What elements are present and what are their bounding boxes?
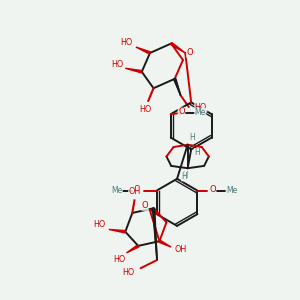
Text: H: H	[182, 171, 188, 180]
Text: O: O	[187, 48, 193, 57]
Text: HO: HO	[123, 268, 135, 278]
Text: HO: HO	[113, 256, 125, 265]
Text: Me: Me	[195, 108, 206, 117]
Polygon shape	[136, 47, 151, 54]
Text: O: O	[142, 201, 148, 210]
Text: H: H	[194, 148, 200, 158]
Text: HO: HO	[93, 220, 106, 229]
Text: HO: HO	[195, 103, 207, 112]
Polygon shape	[159, 240, 171, 247]
Text: Me: Me	[111, 186, 122, 195]
Text: OH: OH	[175, 245, 187, 254]
Polygon shape	[109, 230, 125, 233]
Polygon shape	[127, 245, 139, 253]
Text: Me: Me	[226, 186, 237, 195]
Text: O: O	[134, 185, 140, 194]
Text: O: O	[178, 107, 185, 116]
Text: H: H	[190, 133, 195, 142]
Text: HO: HO	[139, 105, 152, 114]
Text: HO: HO	[120, 38, 133, 47]
Polygon shape	[125, 68, 142, 73]
Text: OH: OH	[129, 187, 141, 196]
Text: O: O	[209, 185, 216, 194]
Text: HO: HO	[111, 60, 123, 69]
Polygon shape	[152, 208, 157, 260]
Polygon shape	[174, 78, 181, 95]
Text: H: H	[181, 172, 187, 181]
Polygon shape	[170, 43, 185, 53]
